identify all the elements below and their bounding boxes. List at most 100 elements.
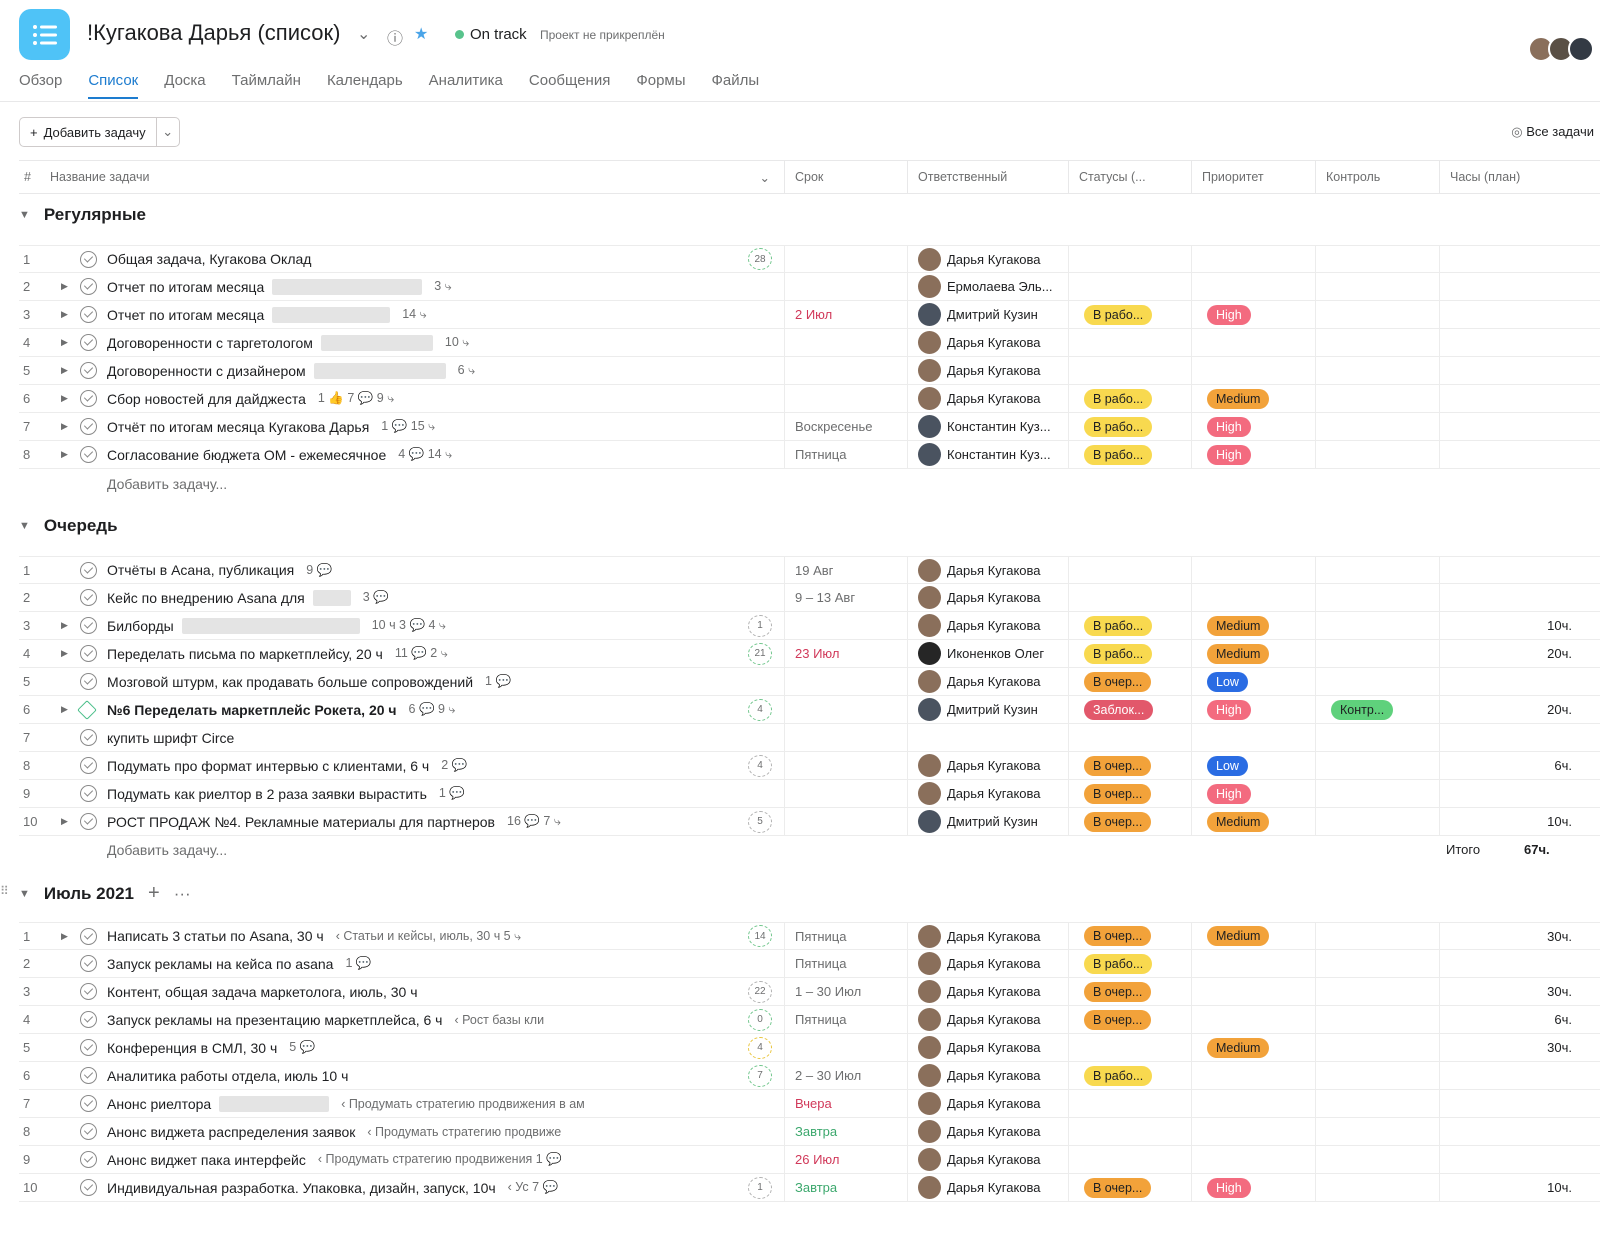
status-badge[interactable]: В очер... bbox=[1084, 926, 1152, 946]
hours-cell[interactable] bbox=[1439, 668, 1600, 695]
status-badge[interactable]: В очер... bbox=[1084, 1009, 1152, 1030]
priority-cell[interactable] bbox=[1191, 950, 1315, 977]
status-badge[interactable]: В рабо... bbox=[1084, 444, 1153, 465]
complete-checkbox[interactable] bbox=[80, 780, 97, 807]
hours-cell[interactable] bbox=[1439, 1146, 1600, 1173]
expand-subtasks-icon[interactable]: ▶ bbox=[61, 393, 68, 403]
task-name-cell[interactable]: Договоренности с дизайнером 6 ⤷ bbox=[107, 357, 772, 384]
star-icon[interactable]: ★ bbox=[414, 26, 429, 43]
task-name-cell[interactable]: купить шрифт Circe bbox=[107, 724, 772, 751]
due-date[interactable]: Завтра bbox=[784, 1118, 907, 1145]
due-date[interactable] bbox=[784, 1034, 907, 1061]
assignee-cell[interactable]: Дарья Кугакова bbox=[907, 923, 1068, 949]
task-name[interactable]: Отчет по итогам месяца bbox=[107, 306, 265, 323]
complete-checkbox[interactable] bbox=[80, 557, 97, 583]
task-name[interactable]: Переделать письма по маркетплейсу, 20 ч bbox=[107, 645, 383, 662]
status-cell[interactable]: В очер... bbox=[1068, 668, 1191, 695]
check-circle-icon[interactable] bbox=[80, 362, 97, 379]
complete-checkbox[interactable] bbox=[80, 1090, 97, 1117]
task-name-cell[interactable]: Подумать про формат интервью с клиентами… bbox=[107, 752, 772, 779]
task-name[interactable]: Общая задача, Кугакова Оклад bbox=[107, 251, 312, 267]
task-name-cell[interactable]: Отчёт по итогам месяца Кугакова Дарья 1 💬… bbox=[107, 413, 772, 440]
due-date[interactable] bbox=[784, 780, 907, 807]
table-row[interactable]: 6 ▶ Сбор новостей для дайджеста 1 👍 7 💬 9 ⤷… bbox=[19, 385, 1600, 413]
task-name-cell[interactable]: Отчёты в Асана, публикация 9 💬 bbox=[107, 557, 772, 583]
task-name-cell[interactable]: Билборды 10 ч 3 💬 4 ⤷ bbox=[107, 612, 772, 639]
priority-badge[interactable]: Medium bbox=[1207, 643, 1270, 664]
status-cell[interactable]: Заблок... bbox=[1068, 696, 1191, 723]
control-cell[interactable] bbox=[1315, 780, 1439, 807]
status-cell[interactable]: В очер... bbox=[1068, 752, 1191, 779]
priority-badge[interactable]: High bbox=[1207, 699, 1251, 720]
priority-badge[interactable]: High bbox=[1207, 416, 1251, 437]
table-row[interactable]: 3 ▶ Билборды 10 ч 3 💬 4 ⤷ 1 Дарья Кугакова В р… bbox=[19, 612, 1600, 640]
control-cell[interactable] bbox=[1315, 978, 1439, 1005]
priority-badge[interactable]: Low bbox=[1207, 671, 1248, 692]
assignee-cell[interactable]: Дарья Кугакова bbox=[907, 1146, 1068, 1173]
priority-cell[interactable]: High bbox=[1191, 780, 1315, 807]
check-circle-icon[interactable] bbox=[80, 645, 97, 662]
assignee-cell[interactable]: Дарья Кугакова bbox=[907, 978, 1068, 1005]
table-row[interactable]: 2 Кейс по внедрению Asana для 3 💬 9 – 13 Ав… bbox=[19, 584, 1600, 612]
priority-badge[interactable]: Medium bbox=[1207, 1037, 1270, 1058]
status-badge[interactable]: В очер... bbox=[1084, 1177, 1152, 1198]
priority-badge[interactable]: Medium bbox=[1207, 926, 1270, 946]
chevron-down-icon[interactable]: ⌄ bbox=[759, 170, 770, 185]
task-name[interactable]: Отчёты в Асана, публикация bbox=[107, 562, 295, 578]
complete-checkbox[interactable] bbox=[80, 301, 97, 328]
status-cell[interactable] bbox=[1068, 1146, 1191, 1173]
table-row[interactable]: 4 Запуск рекламы на презентацию маркетпле… bbox=[19, 1006, 1600, 1034]
task-name-cell[interactable]: Сбор новостей для дайджеста 1 👍 7 💬 9 ⤷ bbox=[107, 385, 772, 412]
status-cell[interactable]: В рабо... bbox=[1068, 301, 1191, 328]
complete-checkbox[interactable] bbox=[80, 357, 97, 384]
status-cell[interactable] bbox=[1068, 1034, 1191, 1061]
drag-handle-icon[interactable]: ⠿ bbox=[0, 884, 9, 898]
control-cell[interactable] bbox=[1315, 413, 1439, 440]
assignee-cell[interactable]: Дарья Кугакова bbox=[907, 1118, 1068, 1145]
expand-subtasks-icon[interactable]: ▶ bbox=[61, 337, 68, 347]
check-circle-icon[interactable] bbox=[80, 1039, 97, 1056]
status-cell[interactable]: В рабо... bbox=[1068, 413, 1191, 440]
subtask-progress[interactable]: 4 bbox=[748, 752, 772, 779]
table-row[interactable]: 3 ▶ Отчет по итогам месяца 14 ⤷ 2 Июл Дмитрий… bbox=[19, 301, 1600, 329]
priority-cell[interactable]: High bbox=[1191, 1174, 1315, 1201]
task-name[interactable]: Сбор новостей для дайджеста bbox=[107, 390, 306, 407]
status-cell[interactable]: В рабо... bbox=[1068, 612, 1191, 639]
due-date[interactable] bbox=[784, 668, 907, 695]
check-circle-icon[interactable] bbox=[80, 927, 97, 945]
hours-cell[interactable] bbox=[1439, 780, 1600, 807]
control-cell[interactable] bbox=[1315, 640, 1439, 667]
complete-checkbox[interactable] bbox=[80, 808, 97, 835]
priority-cell[interactable] bbox=[1191, 1118, 1315, 1145]
status-badge[interactable]: В рабо... bbox=[1084, 388, 1153, 409]
status-badge[interactable]: В рабо... bbox=[1084, 953, 1153, 974]
table-row[interactable]: 2 ▶ Отчет по итогам месяца 3 ⤷ Ермолаева Эль… bbox=[19, 273, 1600, 301]
hours-cell[interactable] bbox=[1439, 301, 1600, 328]
add-task-plus-icon[interactable]: + bbox=[148, 882, 160, 904]
expand-subtasks-icon[interactable]: ▶ bbox=[61, 281, 68, 291]
control-cell[interactable] bbox=[1315, 557, 1439, 583]
complete-checkbox[interactable] bbox=[80, 978, 97, 1005]
status-badge[interactable]: В очер... bbox=[1084, 981, 1152, 1002]
task-name[interactable]: Аналитика работы отдела, июль 10 ч bbox=[107, 1067, 349, 1084]
control-cell[interactable] bbox=[1315, 808, 1439, 835]
status-badge[interactable]: В очер... bbox=[1084, 783, 1152, 804]
hours-cell[interactable]: 30ч. bbox=[1439, 978, 1600, 1005]
check-circle-icon[interactable] bbox=[80, 785, 97, 802]
assignee-cell[interactable]: Дарья Кугакова bbox=[907, 668, 1068, 695]
complete-checkbox[interactable] bbox=[80, 752, 97, 779]
priority-cell[interactable]: Medium bbox=[1191, 640, 1315, 667]
status-cell[interactable]: В рабо... bbox=[1068, 385, 1191, 412]
priority-cell[interactable] bbox=[1191, 978, 1315, 1005]
hours-cell[interactable] bbox=[1439, 357, 1600, 384]
assignee-cell[interactable]: Дарья Кугакова bbox=[907, 780, 1068, 807]
task-name[interactable]: Билборды bbox=[107, 617, 174, 634]
priority-cell[interactable] bbox=[1191, 273, 1315, 300]
status-badge[interactable]: Заблок... bbox=[1084, 699, 1154, 720]
assignee-cell[interactable]: Дарья Кугакова bbox=[907, 385, 1068, 412]
subtask-progress[interactable]: 7 bbox=[748, 1062, 772, 1089]
task-name[interactable]: Анонс виджет пака интерфейс bbox=[107, 1151, 306, 1168]
priority-cell[interactable] bbox=[1191, 1146, 1315, 1173]
complete-checkbox[interactable] bbox=[80, 329, 97, 356]
status-cell[interactable] bbox=[1068, 1118, 1191, 1145]
